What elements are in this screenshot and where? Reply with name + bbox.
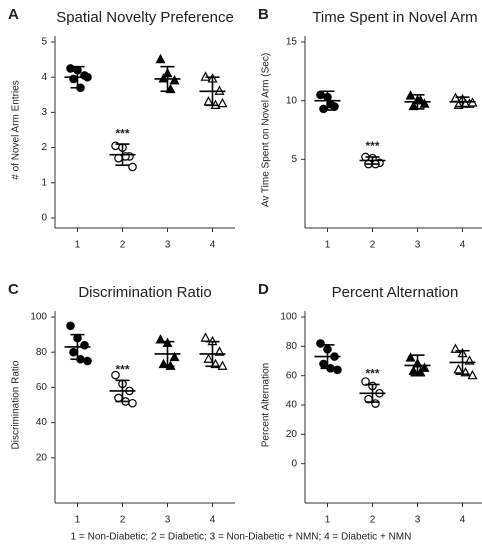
significance: *** xyxy=(365,139,379,153)
data-point xyxy=(83,356,92,366)
y-tick-label: 5 xyxy=(41,37,47,48)
data-point xyxy=(200,332,211,342)
y-tick-label: 0 xyxy=(41,213,47,224)
data-point xyxy=(128,398,137,408)
significance: *** xyxy=(365,367,379,381)
y-tick-label: 4 xyxy=(41,72,47,83)
data-point xyxy=(69,74,78,84)
y-tick-label: 60 xyxy=(286,370,298,381)
x-tick-label: 4 xyxy=(210,515,216,526)
x-tick-label: 4 xyxy=(460,240,466,251)
data-point xyxy=(128,162,137,172)
x-tick-label: 2 xyxy=(120,240,126,251)
x-tick-label: 3 xyxy=(415,515,421,526)
panel-label: A xyxy=(8,6,19,23)
x-tick-label: 1 xyxy=(75,240,81,251)
y-axis-label: Percent Alternation xyxy=(261,363,272,448)
y-tick-label: 10 xyxy=(286,95,298,106)
y-tick-label: 15 xyxy=(286,37,298,48)
panel-label: B xyxy=(258,6,269,23)
data-point xyxy=(66,64,75,73)
y-axis-label: Discrimination Ratio xyxy=(11,360,22,449)
y-tick-label: 0 xyxy=(291,458,297,469)
x-tick-label: 3 xyxy=(165,240,171,251)
y-tick-label: 20 xyxy=(36,452,48,463)
panel-title: Percent Alternation xyxy=(332,284,459,301)
data-point xyxy=(319,104,328,114)
data-point xyxy=(316,90,325,100)
y-tick-label: 1 xyxy=(41,177,47,188)
panel-label: D xyxy=(258,281,269,298)
y-tick-label: 60 xyxy=(36,382,48,393)
data-point xyxy=(111,370,120,380)
x-tick-label: 1 xyxy=(75,515,81,526)
data-point xyxy=(405,352,416,362)
data-point xyxy=(169,351,180,362)
data-point xyxy=(155,53,166,64)
panel-title: Time Spent in Novel Arm xyxy=(312,9,477,26)
x-tick-label: 2 xyxy=(120,515,126,526)
data-point xyxy=(316,339,325,348)
y-tick-label: 5 xyxy=(291,154,297,165)
y-axis-label: Av Time Spent on Novel Arm (Sec) xyxy=(261,53,272,207)
data-point xyxy=(69,347,78,357)
y-tick-label: 80 xyxy=(36,347,48,358)
x-tick-label: 1 xyxy=(325,240,331,251)
x-tick-label: 1 xyxy=(325,515,331,526)
y-tick-label: 40 xyxy=(36,417,48,428)
data-point xyxy=(169,74,180,85)
y-tick-label: 100 xyxy=(30,312,47,323)
panel-title: Discrimination Ratio xyxy=(78,284,211,301)
data-point xyxy=(66,321,75,331)
significance: *** xyxy=(115,363,129,377)
panel-label: C xyxy=(8,281,19,298)
x-tick-label: 3 xyxy=(165,515,171,526)
data-point xyxy=(111,141,120,151)
significance: *** xyxy=(115,126,129,140)
data-point xyxy=(114,393,123,403)
data-point xyxy=(203,96,214,106)
data-point xyxy=(333,365,342,375)
x-tick-label: 2 xyxy=(370,240,376,251)
y-axis-label: # of Novel Arm Entries xyxy=(11,80,22,179)
x-tick-label: 4 xyxy=(460,515,466,526)
y-tick-label: 80 xyxy=(286,341,298,352)
data-point xyxy=(453,364,464,374)
data-point xyxy=(114,153,123,163)
data-point xyxy=(408,365,419,375)
panel-title: Spatial Novelty Preference xyxy=(56,9,234,26)
x-tick-label: 2 xyxy=(370,515,376,526)
y-tick-label: 2 xyxy=(41,142,47,153)
y-tick-label: 3 xyxy=(41,107,47,118)
data-point xyxy=(80,340,89,350)
data-point xyxy=(203,353,214,363)
x-tick-label: 4 xyxy=(210,240,216,251)
data-point xyxy=(217,360,228,370)
caption: 1 = Non-Diabetic; 2 = Diabetic; 3 = Non-… xyxy=(71,532,412,543)
y-tick-label: 20 xyxy=(286,429,298,440)
data-point xyxy=(217,97,228,108)
data-point xyxy=(319,359,328,369)
y-tick-label: 100 xyxy=(280,312,297,323)
data-point xyxy=(467,369,478,380)
data-point xyxy=(419,362,430,372)
x-tick-label: 3 xyxy=(415,240,421,251)
y-tick-label: 40 xyxy=(286,400,298,411)
